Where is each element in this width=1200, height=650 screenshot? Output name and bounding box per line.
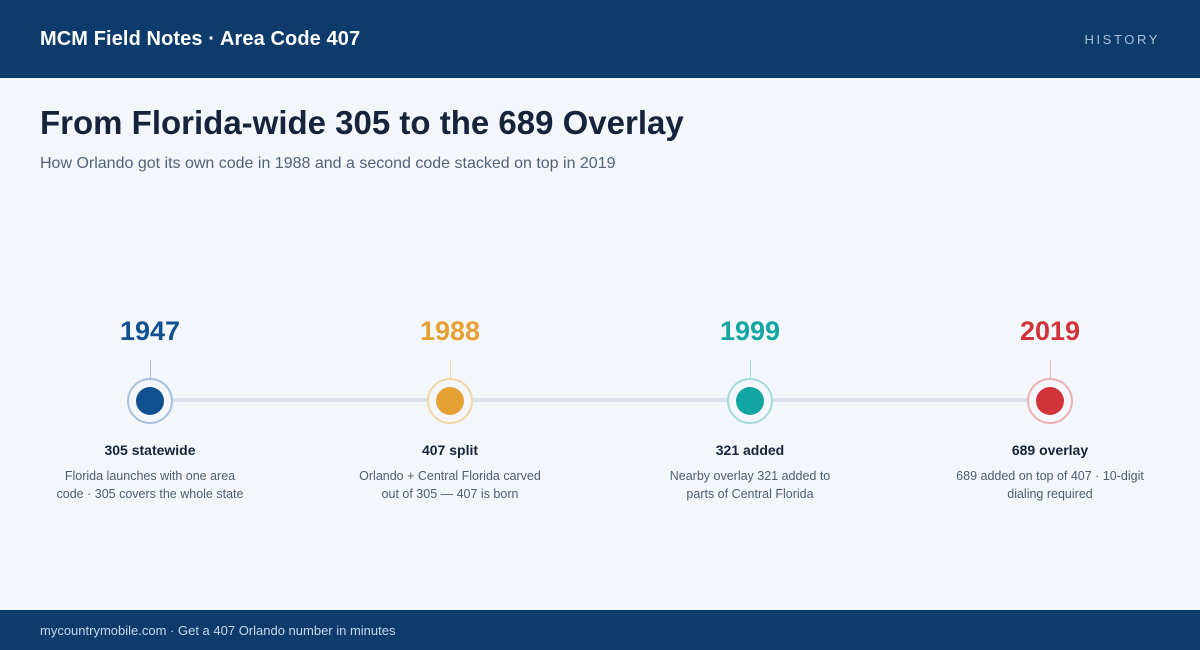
brand-title: MCM Field Notes · Area Code 407 <box>40 27 361 50</box>
page-title: From Florida-wide 305 to the 689 Overlay <box>40 104 684 141</box>
event-label: 407 split <box>421 442 479 458</box>
event-year: 2019 <box>1019 316 1081 346</box>
footer-text: mycountrymobile.com · Get a 407 Orlando … <box>40 622 396 638</box>
event-dot <box>136 387 164 415</box>
event-marker <box>427 378 473 424</box>
event-label: 321 added <box>715 442 785 458</box>
event-marker <box>1027 378 1073 424</box>
event-label: 305 statewide <box>104 442 196 458</box>
event-description: 689 added on top of 407 · 10-digit diali… <box>956 469 1144 501</box>
event-marker <box>127 378 173 424</box>
header-bar: MCM Field Notes · Area Code 407 HISTORY <box>0 0 1200 78</box>
event-description: Nearby overlay 321 added to parts of Cen… <box>669 469 831 501</box>
timeline-event-1947: 1947 305 statewide Florida launches with… <box>50 310 250 503</box>
event-year: 1999 <box>719 316 781 346</box>
timeline-event-1999: 1999 321 added Nearby overlay 321 added … <box>650 310 850 503</box>
event-tick <box>1049 360 1051 378</box>
timeline-track <box>150 398 1050 402</box>
event-year: 1988 <box>419 316 481 346</box>
event-year: 1947 <box>119 316 181 346</box>
event-description: Florida launches with one area code · 30… <box>56 469 244 501</box>
timeline-event-2019: 2019 689 overlay 689 added on top of 407… <box>950 310 1150 503</box>
event-dot <box>436 387 464 415</box>
timeline-event-1988: 1988 407 split Orlando + Central Florida… <box>350 310 550 503</box>
section-tag: HISTORY <box>1084 31 1160 47</box>
event-description: Orlando + Central Florida carved out of … <box>359 469 541 501</box>
footer-bar: mycountrymobile.com · Get a 407 Orlando … <box>0 610 1200 650</box>
page-subtitle: How Orlando got its own code in 1988 and… <box>40 155 616 172</box>
event-tick <box>749 360 751 378</box>
event-marker <box>727 378 773 424</box>
event-dot <box>1036 387 1064 415</box>
event-dot <box>736 387 764 415</box>
event-tick <box>449 360 451 378</box>
event-label: 689 overlay <box>1011 442 1089 458</box>
event-tick <box>149 360 151 378</box>
